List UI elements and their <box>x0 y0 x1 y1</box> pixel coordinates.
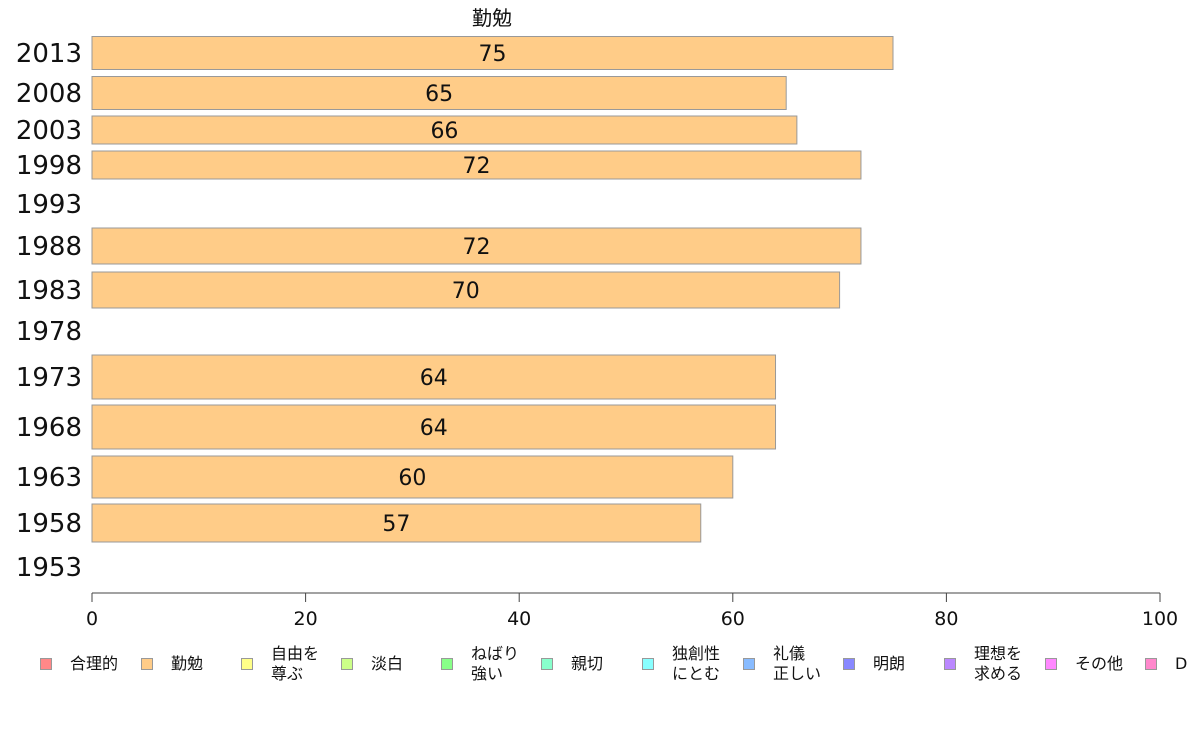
legend-swatch <box>743 658 755 670</box>
legend-label: 自由を 尊ぶ <box>271 644 320 683</box>
legend-label: その他 <box>1075 654 1124 673</box>
legend-item: 独創性 にとむ <box>642 640 720 692</box>
bar <box>91 150 862 180</box>
x-tick-label: 80 <box>934 608 958 630</box>
legend-label: 明朗 <box>873 654 906 673</box>
legend-swatch <box>441 658 453 670</box>
bar <box>91 503 702 543</box>
bar-value-label: 57 <box>382 512 410 537</box>
legend-item: 自由を 尊ぶ <box>241 640 319 692</box>
category-label: 2013 <box>16 39 82 69</box>
bar-value-label: 64 <box>420 366 448 391</box>
legend-swatch <box>843 658 855 670</box>
legend-swatch <box>642 658 654 670</box>
legend-item: ねばり 強い <box>441 640 519 692</box>
bar <box>91 115 798 145</box>
category-label: 1988 <box>16 232 82 262</box>
category-label: 1983 <box>16 276 82 306</box>
category-label: 1968 <box>16 413 82 443</box>
legend-label: 淡白 <box>371 654 404 673</box>
x-axis: 0 20 40 60 80 100 <box>86 592 1178 630</box>
bar <box>91 354 777 400</box>
x-tick-label: 20 <box>294 608 318 630</box>
legend-label: 勤勉 <box>171 654 204 673</box>
legend-label: 合理的 <box>70 654 119 673</box>
legend-item: その他 <box>1045 640 1123 692</box>
bar-value-label: 65 <box>425 82 453 107</box>
legend-item: 勤勉 <box>141 640 203 692</box>
bar <box>91 227 862 265</box>
legend-swatch <box>40 658 52 670</box>
bar <box>91 271 841 309</box>
bar <box>91 455 734 499</box>
legend-item: D <box>1145 640 1187 692</box>
legend-label: ねばり 強い <box>471 644 520 683</box>
legend: 合理的 勤勉 自由を 尊ぶ 淡白 ねばり 強い 親切 独創性 にとむ 礼儀 正しい 明朗 理想を … <box>0 640 1188 700</box>
legend-item: 親切 <box>541 640 603 692</box>
bar <box>91 36 894 70</box>
legend-item: 淡白 <box>341 640 403 692</box>
category-label: 1998 <box>16 151 82 181</box>
bar <box>91 404 777 450</box>
chart-title: 勤勉 <box>472 6 512 30</box>
legend-label: 親切 <box>571 654 604 673</box>
bar-value-label: 75 <box>479 42 507 67</box>
category-labels: 2013 2008 2003 1998 1993 1988 1983 1978 1973 1968… <box>16 39 82 583</box>
legend-label: 独創性 にとむ <box>672 644 721 683</box>
bar-value-label: 66 <box>430 119 458 144</box>
category-label: 2008 <box>16 79 82 109</box>
category-label: 1978 <box>16 317 82 347</box>
legend-swatch <box>1145 658 1157 670</box>
legend-swatch <box>341 658 353 670</box>
legend-swatch <box>541 658 553 670</box>
legend-item: 理想を 求める <box>944 640 1022 692</box>
legend-item: 礼儀 正しい <box>743 640 821 692</box>
x-tick-label: 40 <box>507 608 531 630</box>
category-label: 1993 <box>16 190 82 220</box>
x-tick-label: 100 <box>1142 608 1178 630</box>
legend-label: 理想を 求める <box>974 644 1023 683</box>
bar <box>91 76 787 110</box>
category-label: 1958 <box>16 509 82 539</box>
category-label: 2003 <box>16 116 82 146</box>
legend-swatch <box>944 658 956 670</box>
category-label: 1963 <box>16 463 82 493</box>
legend-item: 合理的 <box>40 640 118 692</box>
category-label: 1953 <box>16 553 82 583</box>
x-tick-label: 0 <box>86 608 98 630</box>
legend-item: 明朗 <box>843 640 905 692</box>
bar-value-label: 64 <box>420 416 448 441</box>
legend-swatch <box>141 658 153 670</box>
legend-swatch <box>241 658 253 670</box>
legend-label: 礼儀 正しい <box>773 644 822 683</box>
legend-swatch <box>1045 658 1057 670</box>
bar-value-label: 72 <box>462 154 490 179</box>
legend-label: D <box>1175 654 1188 673</box>
category-label: 1973 <box>16 363 82 393</box>
bar-value-label: 72 <box>462 235 490 260</box>
bar-value-label: 60 <box>398 466 426 491</box>
bar-value-label: 70 <box>452 279 480 304</box>
x-tick-label: 60 <box>721 608 745 630</box>
